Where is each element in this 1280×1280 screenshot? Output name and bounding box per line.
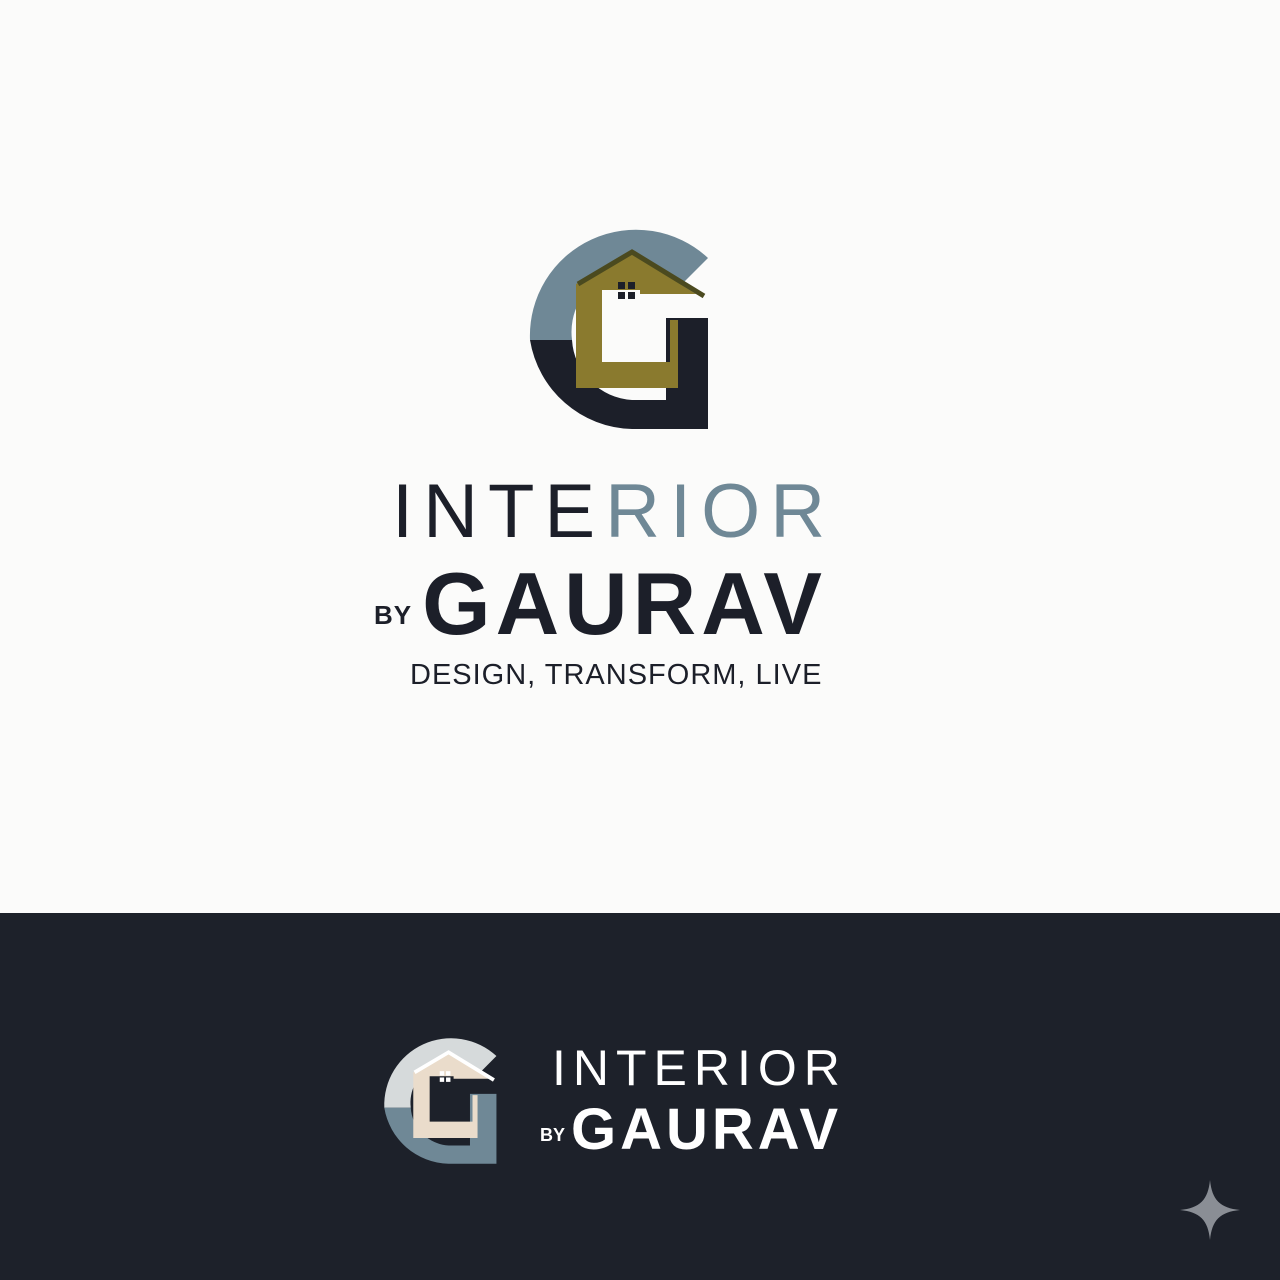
wordmark-interior-blue-part: RIOR [605, 469, 836, 554]
sparkle-icon [1180, 1180, 1240, 1240]
light-logo-section: INTERIOR BY GAURAV DESIGN, TRANSFORM, LIV… [374, 229, 835, 691]
dark-brand-by-line: BY GAURAV [540, 1101, 842, 1159]
brand-name: GAURAV [422, 554, 827, 653]
brand-wordmark-interior: INTERIOR [392, 474, 835, 550]
brand-by-line: BY GAURAV [374, 560, 827, 648]
by-label: BY [374, 600, 413, 630]
dark-logo-section: INTERIOR BY GAURAV [0, 913, 1280, 1280]
dark-wordmark-interior: INTERIOR [552, 1040, 847, 1096]
dark-brand-name: GAURAV [571, 1097, 843, 1162]
brand-tagline: DESIGN, TRANSFORM, LIVE [410, 659, 823, 691]
g-house-monogram-icon [529, 229, 708, 429]
dark-by-label: BY [540, 1125, 566, 1145]
g-house-monogram-icon [384, 1038, 497, 1164]
wordmark-interior-dark-part: INTE [392, 469, 606, 554]
